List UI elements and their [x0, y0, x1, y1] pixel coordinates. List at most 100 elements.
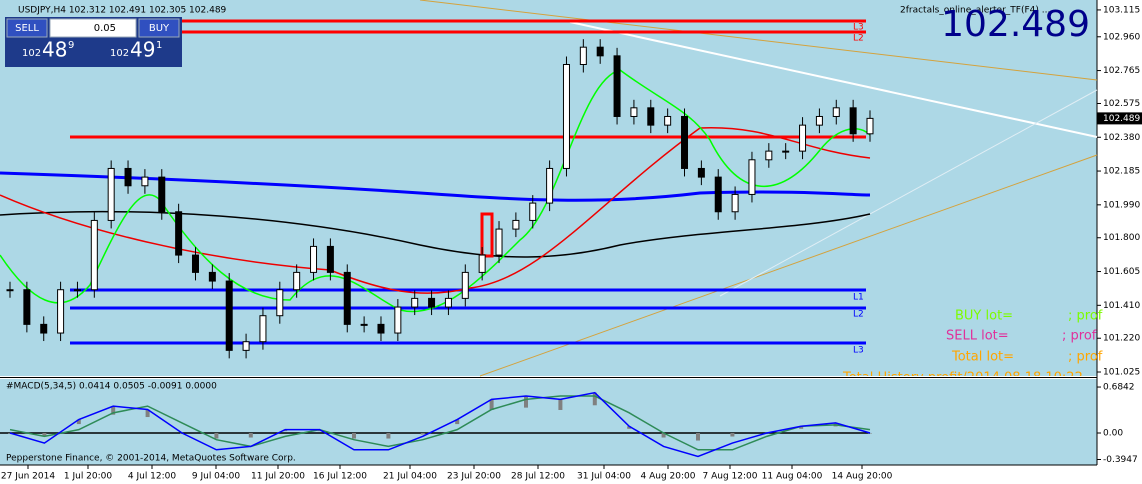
candle — [57, 289, 65, 334]
buy-button[interactable] — [138, 18, 180, 38]
candle — [73, 289, 81, 292]
macd-histogram — [76, 419, 81, 425]
candle — [360, 323, 368, 326]
copyright: Pepperstone Finance, © 2001-2014, MetaQu… — [6, 454, 296, 464]
macd-histogram — [145, 409, 150, 418]
current-price-label: 102.489 — [1103, 114, 1140, 124]
candle — [765, 150, 773, 161]
stat-prof: ; prof — [1068, 350, 1103, 365]
current-price-tag — [1097, 112, 1142, 125]
candle — [461, 271, 469, 299]
lot-value[interactable]: 0.05 — [94, 23, 116, 34]
y-tick-label: 102.765 — [1103, 66, 1140, 76]
candle — [647, 107, 655, 126]
macd-histogram — [799, 426, 804, 429]
y-tick-label: 101.410 — [1103, 301, 1140, 311]
y-tick-label: 0.6842 — [1103, 383, 1135, 393]
price-display: 102.489 — [941, 4, 1090, 45]
y-tick-label: -0.3947 — [1103, 455, 1138, 465]
stat-prof: ; prof — [1068, 309, 1103, 324]
x-tick-label: 16 Jul 12:00 — [313, 472, 367, 482]
candle — [866, 117, 874, 135]
candle — [815, 115, 823, 126]
candle — [259, 315, 267, 343]
trendline — [719, 89, 1098, 297]
candle — [175, 211, 183, 256]
stat-total: Total lot= — [951, 350, 1014, 365]
level-label: L3 — [853, 346, 864, 356]
macd-histogram — [214, 432, 219, 439]
candle — [377, 323, 385, 334]
candle — [849, 107, 857, 135]
stat-sell: SELL lot= — [946, 329, 1009, 344]
candle — [681, 115, 689, 169]
candle — [799, 124, 807, 152]
x-tick-label: 11 Jul 20:00 — [251, 472, 305, 482]
sell-button[interactable] — [6, 18, 48, 38]
level-label: L2 — [853, 310, 864, 320]
buy-price-mid: 49 — [130, 38, 155, 62]
buy-label[interactable]: BUY — [149, 23, 170, 34]
candle — [293, 271, 301, 291]
macd-histogram — [248, 432, 253, 438]
level-label: L1 — [853, 293, 864, 303]
moving-average — [0, 210, 871, 258]
candle — [343, 271, 351, 325]
candle — [107, 167, 115, 221]
macd-pane — [0, 379, 1097, 465]
sell-price-mid: 48 — [42, 38, 67, 62]
candle — [529, 202, 537, 221]
macd-histogram — [386, 432, 391, 439]
macd-histogram — [489, 399, 494, 410]
macd-histogram — [868, 432, 872, 434]
candle — [731, 193, 739, 213]
x-tick-label: 31 Jul 04:00 — [577, 472, 631, 482]
x-tick-label: 11 Aug 04:00 — [762, 472, 823, 482]
moving-average — [0, 127, 871, 294]
macd-histogram — [661, 432, 666, 438]
stat-prof: ; prof — [1062, 329, 1097, 344]
sell-label[interactable]: SELL — [15, 23, 39, 34]
candle — [428, 297, 436, 308]
x-tick-label: 9 Jul 04:00 — [192, 472, 241, 482]
macd-histogram — [524, 396, 528, 408]
macd-histogram — [455, 419, 460, 425]
buy-price-big: 102 — [110, 48, 129, 59]
x-tick-label: 1 Jul 20:00 — [64, 472, 113, 482]
candle — [411, 297, 419, 308]
candle — [310, 245, 318, 273]
x-tick-label: 14 Aug 20:00 — [832, 472, 893, 482]
trade-panel: SELL 0.05 BUY 102 48 9 102 49 1 — [5, 17, 182, 67]
macd-histogram — [111, 406, 116, 415]
candle — [579, 46, 587, 66]
candle — [664, 115, 672, 126]
candle — [6, 289, 14, 292]
trendline — [479, 154, 1098, 377]
trendline — [569, 21, 1098, 138]
y-tick-label: 101.605 — [1103, 267, 1140, 277]
candle — [326, 245, 334, 273]
candle — [276, 289, 284, 317]
macd-histogram — [558, 399, 563, 410]
macd-histogram — [696, 432, 700, 441]
candle — [23, 289, 31, 325]
x-tick-label: 7 Aug 12:00 — [703, 472, 758, 482]
candle — [697, 167, 705, 178]
candle — [158, 176, 166, 213]
candle — [225, 280, 233, 351]
x-tick-label: 4 Jul 12:00 — [128, 472, 177, 482]
x-tick-label: 23 Jul 20:00 — [447, 472, 501, 482]
candle — [714, 176, 722, 213]
candle — [124, 167, 132, 187]
lot-input[interactable] — [49, 18, 137, 38]
y-tick-label: 102.575 — [1103, 99, 1140, 109]
macd-histogram — [627, 426, 632, 429]
candle — [394, 306, 402, 334]
x-tick-label: 27 Jun 2014 — [1, 472, 55, 482]
candle — [191, 254, 199, 273]
trendline — [419, 0, 1098, 81]
candle — [546, 167, 554, 204]
stat-history: Total History profit/2014.08.18 10:22 — [842, 371, 1083, 386]
y-tick-label: 102.960 — [1103, 32, 1140, 42]
